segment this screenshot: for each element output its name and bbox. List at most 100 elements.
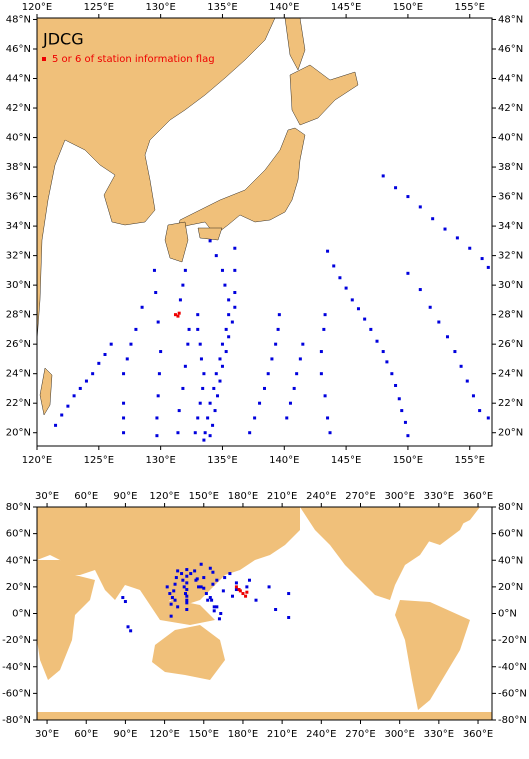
station (173, 598, 177, 602)
x-tick-label: 120°E (22, 455, 52, 466)
station (381, 350, 385, 354)
legend-label: 5 or 6 of station information flag (52, 54, 215, 65)
x-tick-label: 150°E (393, 2, 423, 13)
station (223, 576, 227, 580)
station (178, 298, 182, 302)
station (218, 379, 222, 383)
station (196, 313, 200, 317)
station (214, 372, 218, 376)
station (326, 249, 330, 253)
station (123, 600, 127, 604)
y-tick-label: -20°N (2, 635, 31, 646)
station (193, 431, 197, 435)
station (91, 372, 95, 376)
station (227, 313, 231, 317)
station (176, 431, 180, 435)
stations-top (54, 174, 490, 442)
y-tick-label: 36°N (6, 192, 31, 203)
station (201, 386, 205, 390)
station (185, 594, 189, 598)
station (181, 283, 185, 287)
station (219, 612, 223, 615)
station (233, 291, 237, 295)
station (211, 423, 215, 427)
station (455, 236, 459, 240)
station (247, 578, 251, 582)
flagged-station (234, 585, 238, 589)
x-tick-label: 360°E (463, 729, 493, 740)
y-tick-label: 40°N (498, 555, 523, 566)
station (198, 401, 202, 405)
y-tick-label: 44°N (6, 74, 31, 85)
station (350, 298, 354, 302)
y-tick-label: 40°N (498, 133, 523, 144)
station (319, 350, 323, 354)
station (204, 592, 208, 596)
station (459, 364, 463, 368)
station (84, 379, 88, 383)
station (228, 572, 232, 576)
y-tick-label: 34°N (6, 221, 31, 232)
station (208, 239, 212, 243)
station (185, 601, 189, 605)
x-tick-label: 180°E (228, 729, 258, 740)
x-tick-label: 120°E (149, 729, 179, 740)
station (218, 357, 222, 361)
y-tick-label: 20°N (6, 582, 31, 593)
y-tick-label: 40°N (6, 133, 31, 144)
x-tick-label: 270°E (345, 729, 375, 740)
station (301, 342, 305, 346)
station (437, 320, 441, 324)
x-tick-label: 150°E (393, 455, 423, 466)
land-top (37, 18, 359, 416)
flagged-station (177, 311, 181, 315)
x-tick-label: 130°E (145, 2, 175, 13)
station (288, 401, 292, 405)
station (263, 386, 266, 390)
station (227, 335, 231, 339)
x-tick-label: 270°E (345, 491, 375, 502)
station (323, 313, 327, 317)
station (332, 264, 336, 268)
x-tick-label: 155°E (455, 455, 485, 466)
y-tick-label: 22°N (6, 398, 31, 409)
land-world (37, 507, 492, 720)
y-tick-label: -60°N (2, 688, 31, 699)
station (121, 596, 125, 600)
title: JDCG (42, 30, 84, 49)
station (274, 342, 278, 346)
station (170, 596, 174, 600)
station (298, 357, 302, 361)
station (196, 416, 200, 420)
station (168, 592, 172, 596)
station (199, 585, 203, 589)
station (152, 268, 156, 272)
station (295, 372, 299, 376)
station (180, 572, 184, 576)
station (181, 578, 185, 582)
station (172, 589, 176, 593)
station (176, 569, 180, 573)
station (174, 576, 178, 580)
station (224, 350, 228, 354)
station (480, 257, 484, 261)
station (211, 582, 215, 586)
station (169, 614, 173, 618)
station (155, 416, 159, 420)
station (134, 327, 138, 331)
station (187, 327, 191, 331)
x-tick-label: 300°E (384, 491, 414, 502)
x-tick-label: 125°E (84, 455, 114, 466)
station (344, 286, 348, 290)
station (103, 352, 107, 356)
station (157, 372, 161, 376)
station (202, 438, 206, 442)
x-tick-label: 155°E (455, 2, 485, 13)
flagged-station (245, 590, 249, 594)
station (453, 350, 457, 354)
station (221, 589, 225, 593)
station (468, 246, 472, 250)
x-tick-label: 300°E (384, 729, 414, 740)
y-tick-label: -60°N (498, 688, 527, 699)
station (202, 586, 206, 590)
